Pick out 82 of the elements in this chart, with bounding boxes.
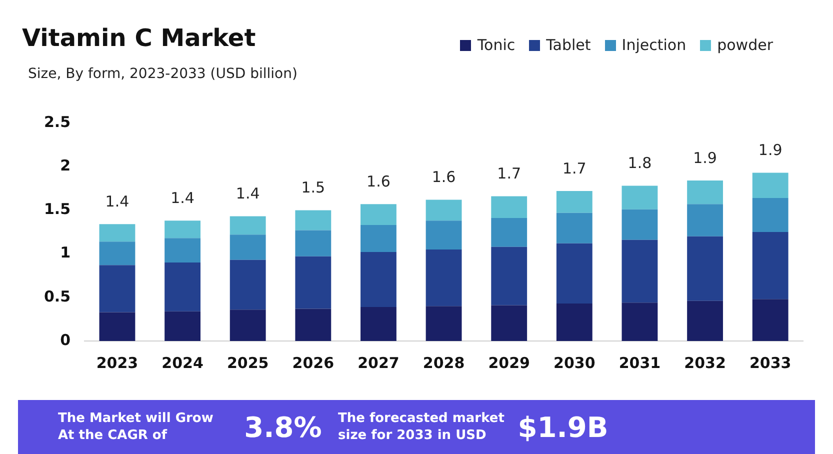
text: The Market will Grow At the CAGR of [58, 410, 214, 444]
bar [491, 218, 528, 247]
bar [164, 311, 200, 341]
x-tick-label: 2023 [96, 354, 138, 372]
text: The forecasted market size for 2033 in USD [338, 410, 506, 444]
bar [687, 180, 723, 204]
bar [99, 224, 136, 242]
bar [556, 243, 592, 304]
total-label: 1.9 [693, 148, 717, 167]
bar [426, 200, 462, 221]
bar [295, 230, 332, 256]
y-tick-label: 0 [60, 330, 71, 349]
bar [752, 198, 788, 232]
bar [360, 225, 396, 252]
bar [556, 304, 592, 341]
text: $1.9B [516, 410, 610, 444]
bar [752, 172, 788, 198]
y-tick-label: 0.5 [44, 287, 71, 306]
x-tick-label: 2030 [554, 354, 596, 372]
bar [99, 312, 136, 341]
bar [230, 260, 266, 310]
total-label: 1.4 [170, 189, 194, 208]
bar [360, 204, 396, 226]
bar [426, 220, 462, 250]
bar [230, 234, 266, 260]
text: 3.8% [243, 410, 323, 444]
bar [556, 212, 592, 244]
legend-label: Tonic [476, 36, 516, 54]
bar [99, 242, 136, 266]
bar [426, 306, 462, 341]
bar [752, 299, 788, 341]
total-label: 1.9 [758, 141, 782, 160]
bar [164, 262, 200, 312]
bar [230, 310, 266, 341]
x-tick-label: 2026 [292, 354, 334, 372]
x-tick-label: 2031 [618, 354, 661, 372]
bar [687, 236, 723, 301]
bar [426, 249, 462, 306]
y-tick-label: 2 [60, 156, 71, 174]
y-tick-label: 1.5 [44, 200, 71, 218]
total-label: 1.6 [366, 172, 390, 190]
bar [360, 306, 396, 341]
x-tick-label: 2029 [488, 354, 530, 372]
total-label: 1.5 [301, 178, 326, 197]
bar [295, 308, 332, 341]
legend-label: Injection [620, 36, 686, 54]
bar [491, 196, 528, 218]
bar [164, 220, 200, 238]
bar [491, 305, 528, 341]
x-tick-label: 2027 [358, 354, 400, 372]
bar [687, 300, 723, 341]
bar [99, 265, 136, 312]
total-label: 1.7 [562, 159, 586, 178]
bar [622, 209, 658, 240]
total-label: 1.4 [105, 192, 130, 211]
bar [622, 240, 658, 303]
legend-label: powder [716, 36, 773, 54]
bar [230, 216, 266, 235]
y-tick-label: 1 [60, 244, 71, 262]
x-tick-label: 2025 [226, 354, 269, 372]
bar [295, 256, 332, 309]
chart-subtitle: Size, By form, 2023-2033 (USD billion) [28, 66, 298, 82]
x-tick-label: 2028 [422, 354, 465, 372]
bar [622, 302, 658, 341]
chart-title: Vitamin C Market [22, 24, 256, 52]
bar [556, 191, 592, 213]
total-label: 1.7 [497, 164, 522, 183]
bar [752, 232, 788, 300]
total-label: 1.6 [432, 168, 456, 186]
bar [164, 238, 200, 263]
y-tick-label: 2.5 [44, 112, 71, 131]
total-label: 1.8 [628, 154, 652, 172]
bar [360, 252, 396, 307]
x-tick-label: 2032 [684, 354, 726, 372]
x-tick-label: 2024 [162, 354, 204, 372]
bar [491, 246, 528, 306]
x-tick-label: 2033 [749, 354, 792, 372]
legend-label: Tablet [545, 36, 591, 54]
total-label: 1.4 [236, 184, 260, 203]
bar [295, 210, 332, 230]
bar [622, 186, 658, 210]
bar [687, 204, 723, 236]
